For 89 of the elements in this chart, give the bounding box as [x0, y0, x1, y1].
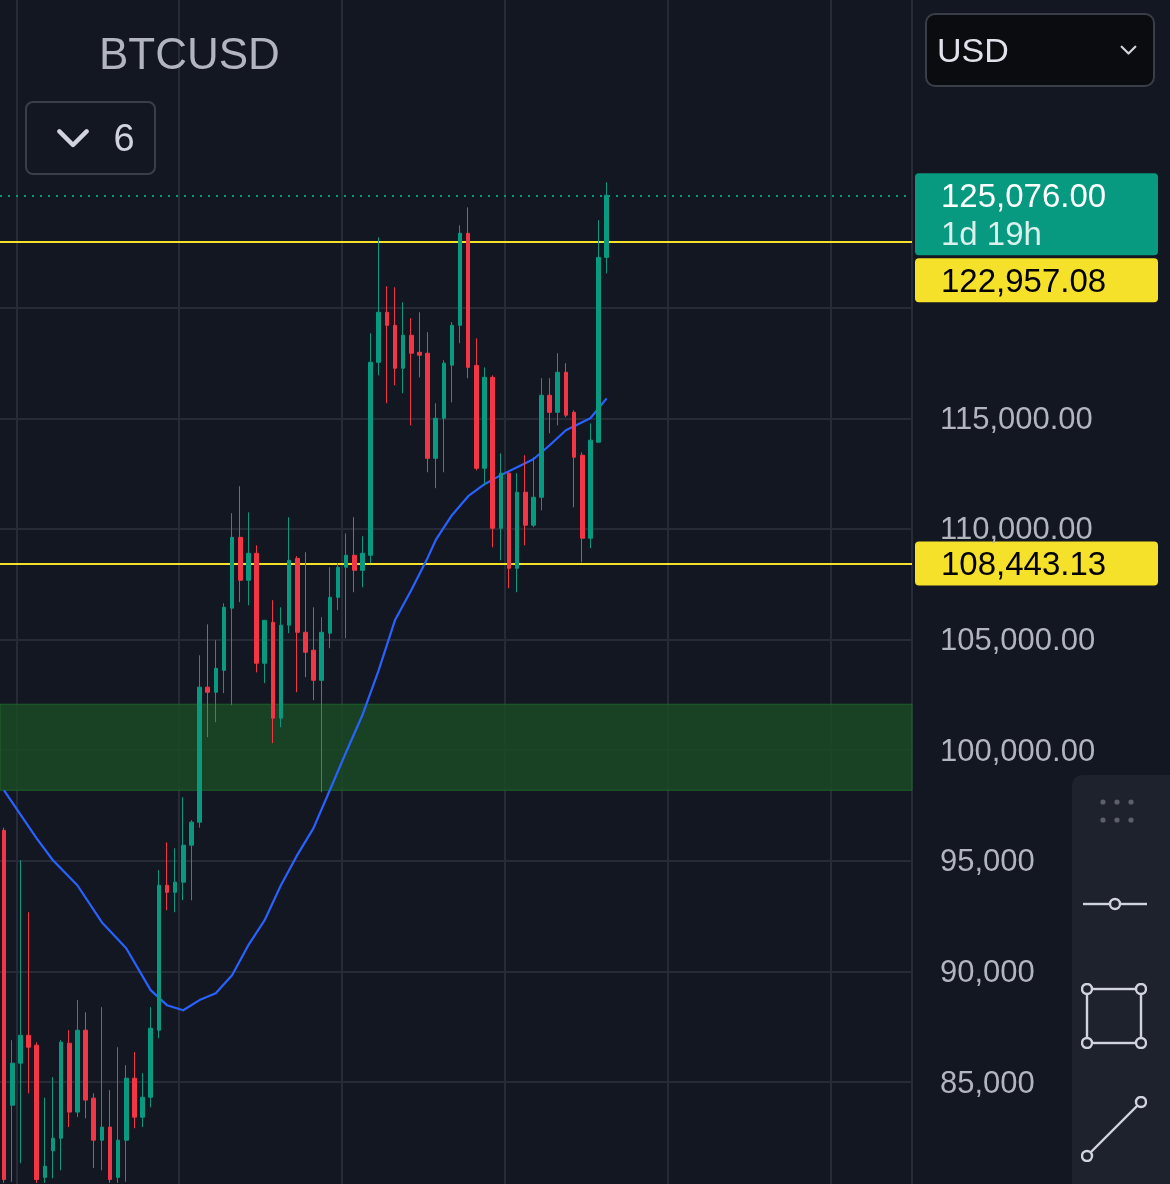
- candlestick: [352, 516, 357, 593]
- candlestick: [328, 566, 332, 649]
- candlestick: [523, 454, 528, 546]
- candlestick: [100, 1006, 104, 1171]
- candlestick: [385, 285, 389, 404]
- candlestick: [116, 1046, 120, 1184]
- candlestick: [254, 544, 259, 673]
- candlestick: [67, 1029, 72, 1128]
- candlestick: [279, 606, 283, 728]
- candlestick: [466, 206, 470, 379]
- candlestick: [458, 224, 462, 344]
- candlestick: [539, 377, 544, 511]
- candlestick: [91, 1092, 96, 1169]
- ref-line-label: 122,957.08: [941, 261, 1107, 299]
- candlestick: [2, 827, 6, 1184]
- candlestick: [572, 409, 576, 508]
- candlestick: [393, 286, 397, 386]
- ref-line-label: 108,443.13: [941, 544, 1107, 582]
- candlestick: [189, 819, 194, 901]
- candlestick: [311, 606, 316, 701]
- candlestick: [287, 516, 291, 634]
- candlestick: [368, 332, 373, 564]
- candlestick: [238, 485, 243, 603]
- candlestick: [230, 512, 234, 706]
- y-tick-label: 100,000.00: [940, 732, 1096, 768]
- candlestick: [75, 999, 80, 1118]
- candlestick: [409, 317, 414, 426]
- candlestick: [59, 1039, 63, 1171]
- candlestick: [303, 551, 308, 678]
- candlestick: [360, 535, 365, 588]
- ref-line-label: 125,076.00 1d 19h: [941, 176, 1107, 252]
- candlestick: [132, 1051, 137, 1129]
- y-tick-label: 90,000: [940, 954, 1035, 990]
- candlestick: [499, 452, 503, 561]
- candlestick: [596, 219, 601, 443]
- candlestick: [417, 311, 422, 378]
- candlestick: [319, 616, 324, 793]
- candlestick: [34, 1041, 39, 1184]
- candlestick: [564, 362, 568, 418]
- candlestick: [336, 562, 340, 611]
- currency-select[interactable]: USD: [925, 13, 1155, 87]
- candlestick: [425, 331, 430, 473]
- y-tick-label: 105,000.00: [940, 622, 1096, 658]
- annotation: 6: [113, 116, 135, 160]
- candlestick: [344, 532, 348, 639]
- candlestick: [10, 1039, 15, 1183]
- candlestick: [26, 911, 31, 1094]
- y-tick-label: 85,000: [940, 1064, 1035, 1100]
- candlestick: [165, 841, 169, 911]
- candlestick: [197, 654, 202, 829]
- y-tick-label: 115,000.00: [940, 400, 1093, 436]
- interval-button[interactable]: 6: [25, 101, 156, 175]
- candlestick: [140, 1072, 145, 1128]
- candlestick: [295, 555, 300, 693]
- candlestick: [531, 456, 536, 528]
- candlestick: [83, 1011, 88, 1119]
- candlestick: [246, 511, 251, 606]
- candlestick: [490, 374, 495, 548]
- candlestick: [482, 366, 487, 486]
- candlestick: [588, 422, 593, 549]
- candlestick: [547, 377, 552, 434]
- candlestick: [433, 402, 438, 489]
- candlestick: [507, 471, 511, 589]
- candlestick: [262, 619, 267, 684]
- candlestick: [580, 451, 585, 563]
- candlestick: [181, 796, 186, 901]
- candlestick: [124, 1064, 129, 1183]
- candlestick: [157, 869, 161, 1039]
- candlestick: [222, 602, 226, 694]
- line-series: [2, 397, 608, 1012]
- y-tick-label: 110,000.00: [940, 511, 1093, 547]
- y-tick-label: 95,000: [940, 843, 1035, 879]
- candlestick: [450, 321, 454, 403]
- candlestick: [108, 1089, 112, 1184]
- candlestick: [51, 1076, 55, 1179]
- candlestick: [205, 623, 210, 738]
- candlestick: [148, 1006, 153, 1108]
- candlestick: [43, 1097, 47, 1184]
- candlestick: [214, 639, 218, 723]
- candlestick: [18, 859, 23, 1164]
- candlestick: [474, 337, 479, 471]
- candlestick: [401, 301, 405, 394]
- candlestick: [173, 847, 177, 913]
- candlestick: [515, 472, 519, 593]
- candlestick: [271, 599, 275, 744]
- candlestick: [555, 352, 560, 426]
- candlestick: [442, 359, 446, 473]
- candlestick: [376, 236, 381, 376]
- text: BTCUSD: [99, 28, 280, 78]
